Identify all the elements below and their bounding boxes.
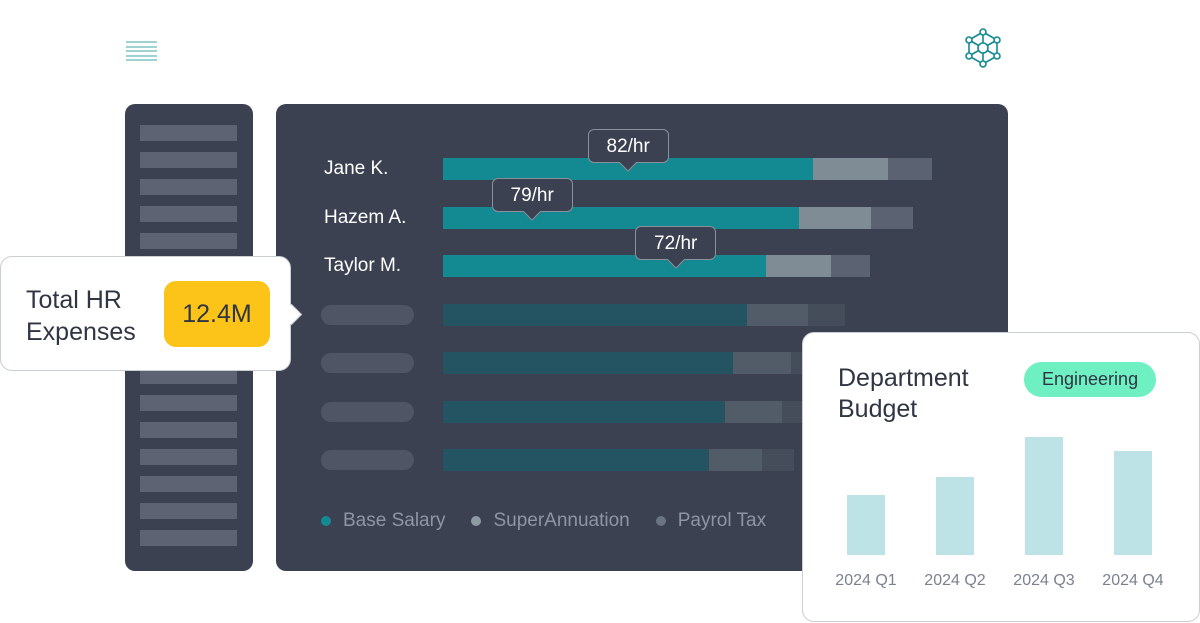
- superannuation-segment: [799, 206, 871, 229]
- hourly-rate-value: 82/hr: [606, 136, 650, 157]
- hourly-rate-tooltip: 79/hr: [491, 177, 573, 221]
- legend-item: Payrol Tax: [655, 510, 767, 532]
- sidebar-placeholder-item[interactable]: [140, 125, 237, 141]
- employee-name: Hazem A.: [324, 206, 407, 228]
- legend-label: SuperAnnuation: [493, 510, 630, 531]
- superannuation-segment: [733, 352, 791, 374]
- legend-dot-icon: [321, 516, 331, 526]
- employee-name: Jane K.: [324, 158, 389, 179]
- budget-bar[interactable]: [1114, 451, 1152, 555]
- base-salary-segment: [443, 352, 733, 374]
- sidebar-placeholder-item[interactable]: [140, 395, 237, 411]
- sidebar-placeholder-item[interactable]: [140, 368, 237, 384]
- payroll-tax-segment: [888, 158, 932, 180]
- quarter-label: 2024 Q2: [924, 572, 985, 589]
- legend-item: Base Salary: [321, 510, 445, 532]
- payroll-tax-segment: [762, 449, 794, 471]
- hourly-rate-tooltip: 82/hr: [587, 129, 669, 172]
- superannuation-segment: [766, 255, 831, 277]
- sidebar-placeholder-item[interactable]: [140, 422, 237, 438]
- base-salary-segment: [443, 400, 725, 423]
- budget-bar[interactable]: [847, 495, 885, 555]
- menu-icon[interactable]: [126, 41, 157, 61]
- hourly-rate-value: 72/hr: [654, 233, 698, 254]
- sidebar-placeholder-item[interactable]: [140, 206, 237, 222]
- employee-name: Taylor M.: [324, 255, 402, 276]
- legend-label: Payrol Tax: [677, 510, 767, 531]
- hourly-rate-value: 79/hr: [510, 184, 554, 206]
- hourly-rate-tooltip: 72/hr: [635, 226, 717, 269]
- name-placeholder: [321, 450, 414, 470]
- superannuation-segment: [725, 400, 782, 423]
- cost-bar: [443, 352, 826, 374]
- sidebar-placeholder-item[interactable]: [140, 449, 237, 465]
- placeholder-row: [276, 449, 976, 471]
- hr-expenses-card: Total HR Expenses 12.4M: [0, 256, 303, 371]
- placeholder-row: [276, 400, 976, 423]
- legend-label: Base Salary: [343, 510, 446, 531]
- legend: Base Salary SuperAnnuation Payrol Tax: [321, 510, 766, 532]
- employee-row[interactable]: Taylor M.: [276, 255, 976, 277]
- cost-bar: [443, 255, 870, 277]
- legend-dot-icon: [655, 516, 666, 526]
- payroll-tax-segment: [871, 206, 913, 229]
- name-placeholder: [321, 304, 414, 325]
- superannuation-segment: [813, 158, 888, 180]
- quarter-label: 2024 Q1: [835, 572, 896, 589]
- cost-bar: [443, 449, 794, 471]
- cost-bar: [443, 158, 932, 180]
- legend-item: SuperAnnuation: [471, 510, 630, 532]
- employee-row[interactable]: Hazem A.: [276, 206, 976, 229]
- quarter-label: 2024 Q3: [1013, 572, 1074, 589]
- cost-bar: [443, 303, 845, 326]
- name-placeholder: [321, 353, 414, 373]
- budget-bar[interactable]: [936, 477, 974, 555]
- name-placeholder: [321, 401, 414, 422]
- superannuation-segment: [747, 303, 808, 326]
- hr-expenses-title: Total HR Expenses: [26, 286, 136, 346]
- budget-bar[interactable]: [1025, 437, 1063, 555]
- sidebar-placeholder-item[interactable]: [140, 476, 237, 492]
- sidebar-placeholder-item[interactable]: [140, 179, 237, 195]
- department-budget-card: Department Budget Engineering 2024 Q1 202…: [802, 332, 1200, 622]
- sidebar-placeholder-item[interactable]: [140, 233, 237, 249]
- cost-bar: [443, 400, 816, 423]
- sidebar-placeholder-item[interactable]: [140, 530, 237, 546]
- superannuation-segment: [709, 449, 762, 471]
- sidebar-placeholder-item[interactable]: [140, 503, 237, 519]
- hr-expenses-value: 12.4M: [164, 281, 270, 347]
- network-icon[interactable]: [962, 27, 1004, 69]
- legend-dot-icon: [471, 516, 482, 526]
- base-salary-segment: [443, 449, 709, 471]
- base-salary-segment: [443, 255, 766, 277]
- placeholder-row: [276, 303, 976, 326]
- department-badge[interactable]: Engineering: [1024, 362, 1157, 397]
- payroll-tax-segment: [808, 303, 845, 326]
- budget-chart: 2024 Q1 2024 Q2 2024 Q3 2024 Q4: [835, 437, 1164, 589]
- sidebar-placeholder-item[interactable]: [140, 152, 237, 168]
- payroll-tax-segment: [831, 255, 870, 277]
- quarter-label: 2024 Q4: [1102, 572, 1163, 589]
- base-salary-segment: [443, 303, 747, 326]
- department-budget-title: Department Budget: [838, 364, 969, 423]
